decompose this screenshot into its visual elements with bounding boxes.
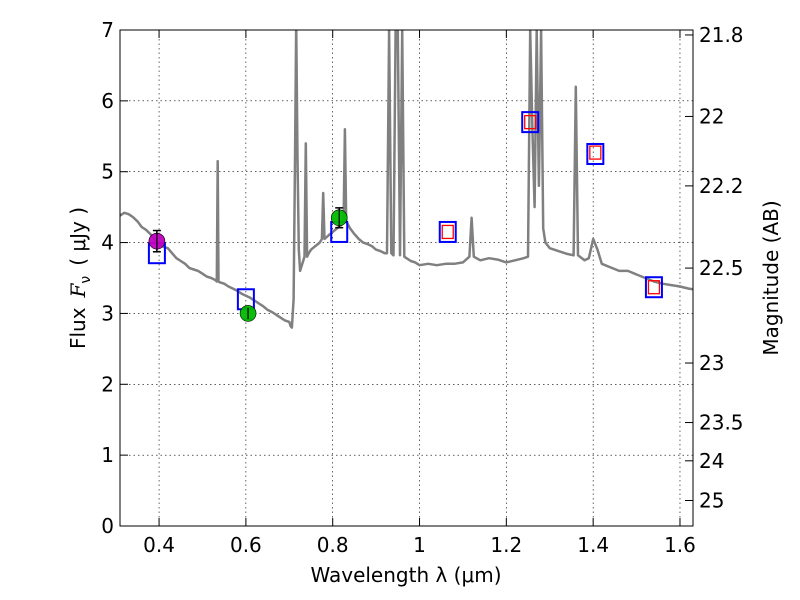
- y-tick-label: 3: [101, 301, 114, 325]
- model-photometry-marker: [438, 220, 457, 243]
- observed-photometry-marker: [647, 280, 661, 295]
- y2-tick-label: 22.2: [699, 174, 744, 198]
- y-tick-label: 7: [101, 18, 114, 42]
- x-tick-label: 1.4: [577, 533, 609, 557]
- observed-photometry-marker: [441, 224, 454, 240]
- y2-tick-label: 22.5: [699, 256, 744, 280]
- model-photometry-marker: [521, 111, 540, 134]
- x-axis-title: Wavelength λ (μm): [310, 563, 501, 587]
- y2-tick-label: 21.8: [699, 23, 744, 47]
- plot-frame: [119, 29, 694, 527]
- plot-area: [120, 30, 693, 329]
- y2-tick-label: 25: [699, 488, 724, 512]
- observed-photometry-marker: [524, 114, 537, 130]
- x-tick-label: 1.6: [664, 533, 696, 557]
- x-tick-label: 0.4: [143, 533, 175, 557]
- grid: [120, 30, 693, 526]
- y2-tick-label: 23.5: [699, 411, 744, 435]
- markers: [147, 111, 663, 322]
- model-photometry-marker: [586, 143, 605, 165]
- y-axis-title: FluxFν( μJy ): [66, 207, 94, 349]
- y2-tick-label: 23: [699, 351, 724, 375]
- x-tick-label: 1.2: [490, 533, 522, 557]
- x-tick-label: 0.8: [317, 533, 349, 557]
- y-tick-label: 5: [101, 160, 114, 184]
- x-tick-label: 0.6: [230, 533, 262, 557]
- y-tick-label: 0: [101, 514, 114, 538]
- y-tick-label: 2: [101, 372, 114, 396]
- y-tick-label: 1: [101, 443, 114, 467]
- observed-photometry-marker: [589, 145, 602, 160]
- x-tick-label: 1: [413, 533, 426, 557]
- model-photometry-marker: [644, 276, 663, 299]
- y2-tick-label: 24: [699, 449, 724, 473]
- y-tick-label: 4: [101, 231, 114, 255]
- spectrum-line: [120, 30, 693, 329]
- y2-tick-label: 22: [699, 104, 724, 128]
- y2-axis-title: Magnitude (AB): [759, 200, 783, 355]
- y-tick-label: 6: [101, 89, 114, 113]
